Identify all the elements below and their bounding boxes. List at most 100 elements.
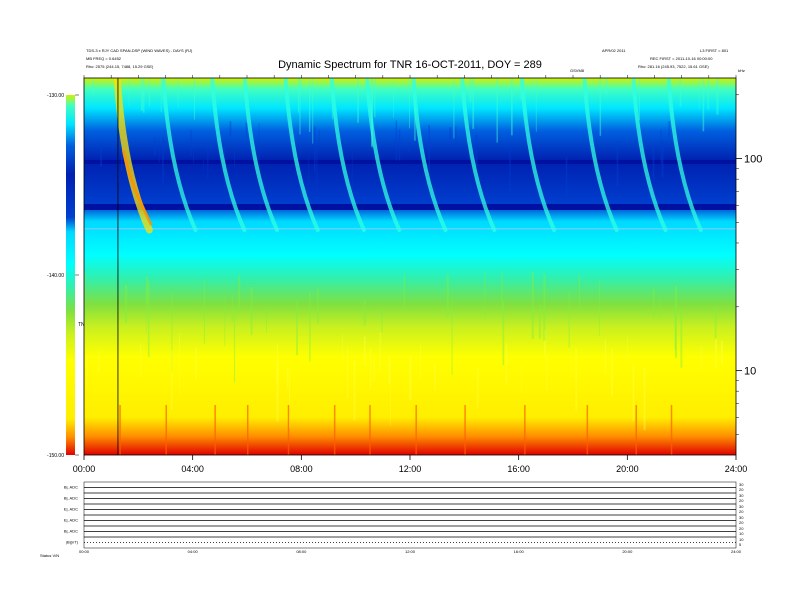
spectrum-stripe xyxy=(538,304,541,339)
radio-bursts xyxy=(113,78,703,234)
panel-right-tick: 20 xyxy=(739,498,744,503)
spectrum-stripe xyxy=(605,78,608,96)
spectrum-stripe xyxy=(505,342,508,385)
cyan-line-lower xyxy=(84,228,736,230)
spectrum-stripe xyxy=(403,274,406,310)
chart-title: Dynamic Spectrum for TNR 16-OCT-2011, DO… xyxy=(278,59,542,71)
spectrum-stripe xyxy=(313,126,316,174)
radio-burst xyxy=(283,78,320,232)
spectrum-stripe xyxy=(158,137,160,163)
spectrum-stripe xyxy=(193,78,195,93)
spectrum-stripe xyxy=(146,276,149,305)
spectrum-stripe xyxy=(265,306,267,333)
spike xyxy=(635,405,637,455)
panel-right-tick: 30 xyxy=(739,493,744,498)
spectrum-stripe xyxy=(312,78,314,144)
panel-x-tick-label: 20:00 xyxy=(622,549,633,554)
radio-burst xyxy=(520,78,557,232)
spectrum-stripe xyxy=(351,151,353,188)
spectrum-stripe xyxy=(100,143,103,167)
spike xyxy=(415,405,417,455)
spectrum-stripe xyxy=(675,285,677,356)
spectrum-stripe xyxy=(276,360,279,422)
radio-burst xyxy=(411,78,448,232)
panel-x-tick-label: 16:00 xyxy=(514,549,525,554)
spectrum-stripe xyxy=(160,78,162,112)
spectrum-stripe xyxy=(148,78,151,107)
spectrum-stripe xyxy=(453,78,455,139)
spectrum-stripe xyxy=(276,343,278,384)
y-tick-label: 10 xyxy=(744,366,756,378)
spectrum-stripe xyxy=(568,291,570,348)
spectrum-stripe xyxy=(632,363,635,422)
spectrogram-background xyxy=(84,78,736,455)
spectrum-stripe xyxy=(420,344,421,379)
spectrum-stripe xyxy=(318,129,320,147)
spectrum-stripe xyxy=(668,120,671,138)
panel-x-tick-label: 08:00 xyxy=(296,549,307,554)
spike xyxy=(586,405,589,455)
radio-burst xyxy=(161,78,198,232)
spectrum-stripe xyxy=(408,141,410,153)
spike xyxy=(464,405,466,455)
spectrogram xyxy=(84,78,736,455)
spectrum-stripe xyxy=(231,294,233,322)
spectrum-stripe xyxy=(680,309,683,368)
colorbar-tick-label: -130.00 xyxy=(47,93,64,99)
radio-burst xyxy=(582,78,619,232)
spectrum-stripe xyxy=(702,78,705,132)
spectrum-stripe xyxy=(347,346,349,399)
spectrum-stripe xyxy=(428,124,431,171)
spectrum-stripe xyxy=(469,78,472,102)
panel-right-tick: 20 xyxy=(739,487,744,492)
spectrum-stripe xyxy=(203,159,204,171)
spike xyxy=(119,405,121,455)
spectrum-stripe xyxy=(92,78,94,96)
spectrum-stripe xyxy=(501,270,503,311)
panel-label: B|, ADC xyxy=(64,485,78,490)
header-left-line-3: Rho: 2575 (244.15, 7488, 15.29 GSE) xyxy=(86,64,154,69)
spectrum-stripe xyxy=(543,273,546,341)
panel-label: B|, ADC xyxy=(64,496,78,501)
spectrum-stripe xyxy=(140,78,143,111)
spectrum-stripe xyxy=(98,350,100,373)
colorbar-tick-label: -140.00 xyxy=(47,273,64,279)
spike xyxy=(524,405,526,455)
spectrum-stripe xyxy=(409,357,412,401)
panel-right-tick: 10 xyxy=(739,531,744,536)
spectrum-stripe xyxy=(638,78,640,121)
spectrum-stripe xyxy=(125,284,128,323)
spectrum-stripe xyxy=(509,150,511,192)
spectrum-stripe xyxy=(698,78,700,110)
spectrum-stripe xyxy=(475,135,478,167)
spike xyxy=(670,405,673,455)
panel-right-tick: 10 xyxy=(739,537,744,542)
spectrum-stripe xyxy=(370,348,372,390)
spectrum-stripe xyxy=(674,285,677,359)
spectrum-stripe xyxy=(207,142,209,179)
spike xyxy=(214,405,216,455)
header-right-line-1: APR/02 2011 xyxy=(602,48,626,53)
colorbar-label: TNR xyxy=(78,322,89,328)
header-left-line-2: MB FREQ = 0.6452 xyxy=(86,56,122,61)
x-axis-ticks: 00:00 04:00 08:00 12:00 16:00 20:00 24:00 xyxy=(73,75,747,474)
spike xyxy=(369,405,371,455)
spectrum-stripe xyxy=(316,146,318,192)
spectrum-stripe xyxy=(390,359,391,426)
spectrum-stripe xyxy=(145,283,147,334)
spectrum-stripe xyxy=(521,364,522,394)
spectrum-stripe xyxy=(575,347,577,412)
spectrum-stripe xyxy=(531,271,534,339)
spectrum-stripe xyxy=(449,127,452,140)
spectrum-stripe xyxy=(393,78,394,118)
spectrum-stripe xyxy=(297,78,300,113)
panel-x-tick-label: 12:00 xyxy=(405,549,416,554)
spectrum-stripe xyxy=(510,78,513,136)
spectrum-stripe xyxy=(477,368,479,409)
spectrum-stripe xyxy=(627,337,628,364)
y-tick-label: 100 xyxy=(744,154,762,166)
spectrum-stripe xyxy=(535,78,537,132)
spectrum-stripe xyxy=(616,140,619,187)
spectrum-stripe xyxy=(234,151,236,168)
